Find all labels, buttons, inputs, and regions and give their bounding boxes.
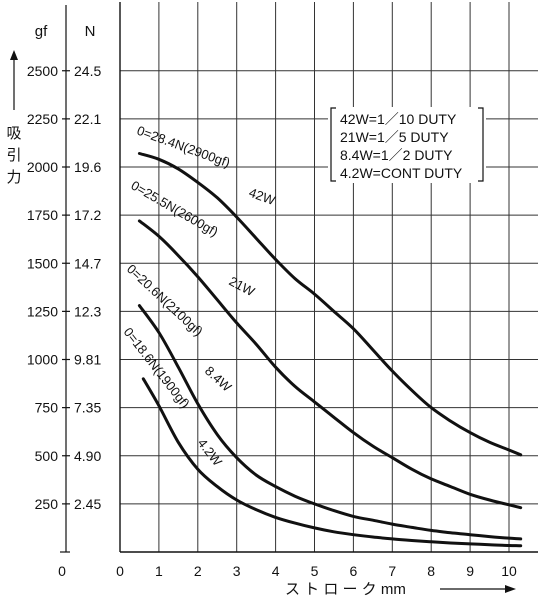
y-tick-label-n: 9.81 [74,352,101,368]
y-tick-label-gf: 2250 [27,111,58,127]
series-line-3 [141,377,523,548]
duty-note-42w: 42W=1／10 DUTY [340,111,457,127]
duty-note-21w: 21W=1／5 DUTY [340,129,449,145]
y-tick-label-gf: 500 [35,448,59,464]
series-name-2: 8.4W [202,363,235,395]
y-tick-label-n: 19.6 [74,159,101,175]
y-tick-label-gf: 250 [35,496,59,512]
grid [120,2,538,552]
x-tick-label: 3 [233,563,241,579]
y-tick-label-zero: 0 [58,563,66,579]
y-tick-label-gf: 1750 [27,207,58,223]
y-tick-label-n: 17.2 [74,207,101,223]
series-annotation-3: 0=18.6N(1900gf) [121,325,193,411]
y-tick-label-n: 22.1 [74,111,101,127]
x-tick-label: 5 [311,563,319,579]
y-axis-title-text: 吸引力 [6,125,21,186]
y-unit-gf: gf [35,23,48,40]
series-line-2 [137,304,523,541]
y-tick-label-n: 7.35 [74,400,101,416]
y-tick-label-n: 14.7 [74,255,101,271]
axes [60,2,538,553]
y-tick-label-n: 12.3 [74,303,101,319]
y-tick-label-gf: 2500 [27,63,58,79]
y-tick-label-gf: 2000 [27,159,58,175]
y-tick-label-gf: 1500 [27,255,58,271]
x-tick-label: 8 [427,563,435,579]
y-tick-label-gf: 750 [35,400,59,416]
series-labels: 0=28.4N(2900gf)42W0=25.5N(2600gf)21W0=20… [121,123,278,470]
y-unit-n: N [85,23,96,40]
x-tick-label: 4 [272,563,280,579]
y-axis-title: 吸引力 [6,50,22,186]
series-annotation-1: 0=25.5N(2600gf) [129,178,221,240]
series-name-1: 21W [227,273,258,299]
series-curves [137,152,523,548]
series-line-1 [137,219,523,510]
x-tick-label: 2 [194,563,202,579]
x-axis-title-text: ス ト ロ ー ク mm [285,581,406,598]
series-name-0: 42W [247,185,278,208]
y-tick-label-gf: 1250 [27,303,58,319]
y-tick-label-gf: 1000 [27,352,58,368]
duty-note-4-2w: 4.2W=CONT DUTY [340,165,463,181]
y-tick-label-n: 24.5 [74,63,101,79]
x-tick-label: 9 [466,563,474,579]
x-tick-label: 1 [155,563,163,579]
x-axis-title: ス ト ロ ー ク mm [285,581,516,598]
x-tick-label: 7 [388,563,396,579]
duty-note-8-4w: 8.4W=1／2 DUTY [340,147,453,163]
duty-notes: 42W=1／10 DUTY 21W=1／5 DUTY 8.4W=1／2 DUTY… [328,107,486,183]
x-tick-label: 6 [350,563,358,579]
series-line-0 [137,152,523,457]
series-annotation-0: 0=28.4N(2900gf) [135,123,232,171]
x-tick-label: 10 [501,563,517,579]
y-tick-label-n: 4.90 [74,448,101,464]
x-tick-label: 0 [116,563,124,579]
y-tick-label-n: 2.45 [74,496,101,512]
